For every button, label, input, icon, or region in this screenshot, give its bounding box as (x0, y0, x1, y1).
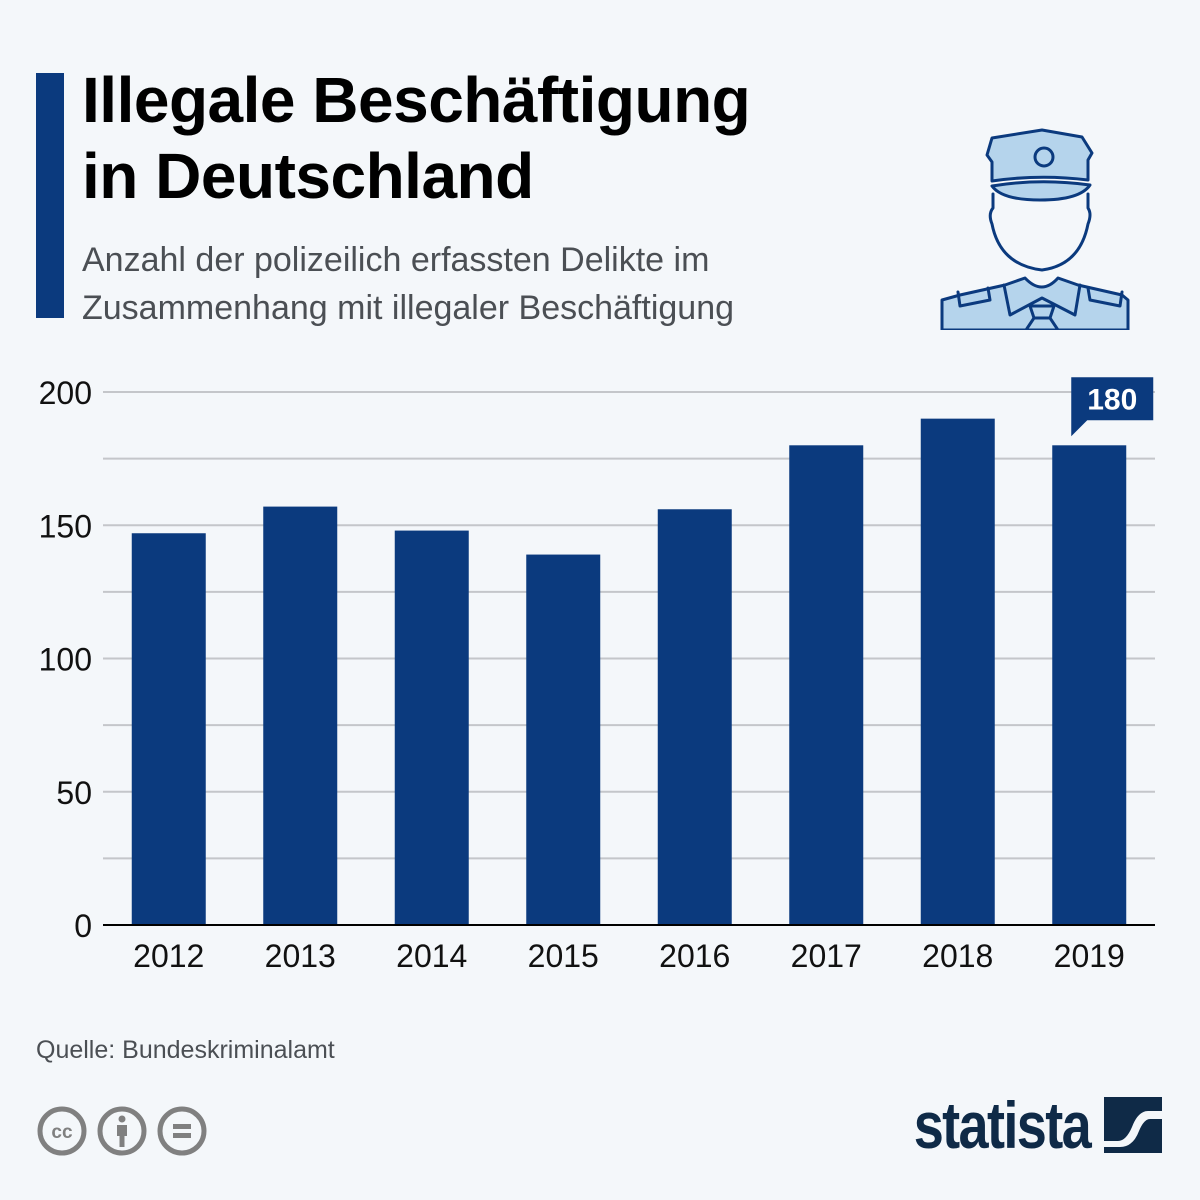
chart-title: Illegale Beschäftigung in Deutschland (82, 62, 902, 214)
source-label: Quelle: Bundeskriminalamt (36, 1036, 335, 1064)
callout-label: 180 (1087, 383, 1137, 416)
no-derivatives-icon[interactable] (156, 1105, 208, 1157)
bar-2015 (526, 554, 601, 925)
x-tick-labels: 2012 2013 2014 2015 2016 2017 2018 2019 (133, 938, 1125, 974)
subtitle-line-2: Zusammenhang mit illegaler Beschäftigung (82, 289, 735, 327)
bar-2019 (1052, 445, 1127, 925)
police-officer-icon (940, 128, 1130, 330)
statista-logo-icon (1104, 1097, 1162, 1153)
x-tick-label: 2017 (791, 938, 862, 974)
y-tick-labels: 0 50 100 150 200 (39, 375, 92, 944)
bar-2016 (657, 509, 732, 925)
x-tick-label: 2014 (396, 938, 467, 974)
bar-2014 (394, 530, 469, 925)
subtitle-line-1: Anzahl der polizeilich erfassten Delikte… (82, 241, 710, 279)
title-line-1: Illegale Beschäftigung (82, 64, 751, 136)
value-callout: 180 (1071, 377, 1154, 437)
x-tick-label: 2013 (265, 938, 336, 974)
bar-2017 (789, 445, 864, 925)
x-tick-label: 2019 (1054, 938, 1125, 974)
x-tick-label: 2016 (659, 938, 730, 974)
bars (131, 418, 1127, 925)
license-icons: cc (36, 1105, 208, 1157)
svg-text:cc: cc (51, 1122, 73, 1143)
x-tick-label: 2018 (922, 938, 993, 974)
title-line-2: in Deutschland (82, 140, 534, 212)
y-tick-label: 150 (39, 508, 92, 544)
y-tick-label: 0 (74, 908, 92, 944)
callout-2019: 180 (1071, 377, 1154, 437)
bar-2012 (131, 533, 206, 925)
chart-subtitle: Anzahl der polizeilich erfassten Delikte… (82, 236, 942, 332)
y-tick-label: 100 (39, 642, 92, 678)
bar-2018 (920, 418, 995, 925)
title-accent-bar (36, 73, 64, 318)
x-tick-label: 2015 (528, 938, 599, 974)
y-tick-label: 50 (56, 775, 92, 811)
attribution-icon[interactable] (96, 1105, 148, 1157)
bar-2013 (263, 506, 338, 925)
callout-box (1071, 377, 1154, 437)
statista-logo[interactable]: statista (875, 1092, 1162, 1158)
brand-name: statista (913, 1088, 1092, 1162)
x-tick-label: 2012 (133, 938, 204, 974)
cc-icon[interactable]: cc (36, 1105, 88, 1157)
grid-layer (103, 391, 1155, 860)
y-tick-label: 200 (39, 375, 92, 411)
